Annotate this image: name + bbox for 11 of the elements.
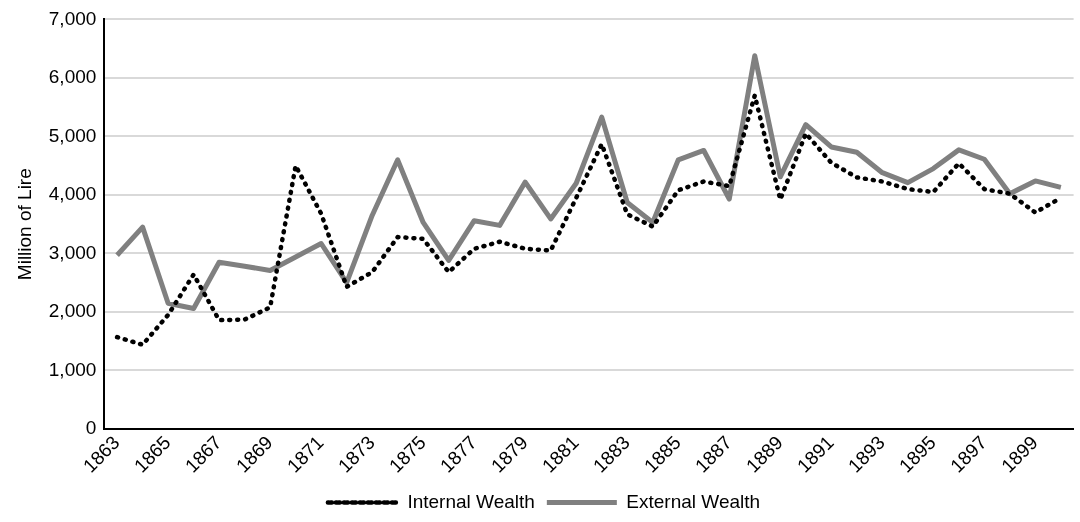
y-tick-label: 2,000 [48, 300, 97, 322]
y-tick-label: 7,000 [48, 7, 97, 29]
y-tick-label: 0 [85, 417, 97, 439]
y-tick-label: 3,000 [48, 241, 97, 263]
legend-label: Internal Wealth [407, 490, 535, 512]
y-tick-label: 1,000 [48, 358, 97, 380]
y-tick-label: 4,000 [48, 183, 97, 205]
y-axis-title: Million of Lire [13, 168, 35, 281]
legend-label: External Wealth [626, 490, 761, 512]
y-tick-label: 5,000 [48, 124, 97, 146]
y-tick-label: 6,000 [48, 66, 97, 88]
